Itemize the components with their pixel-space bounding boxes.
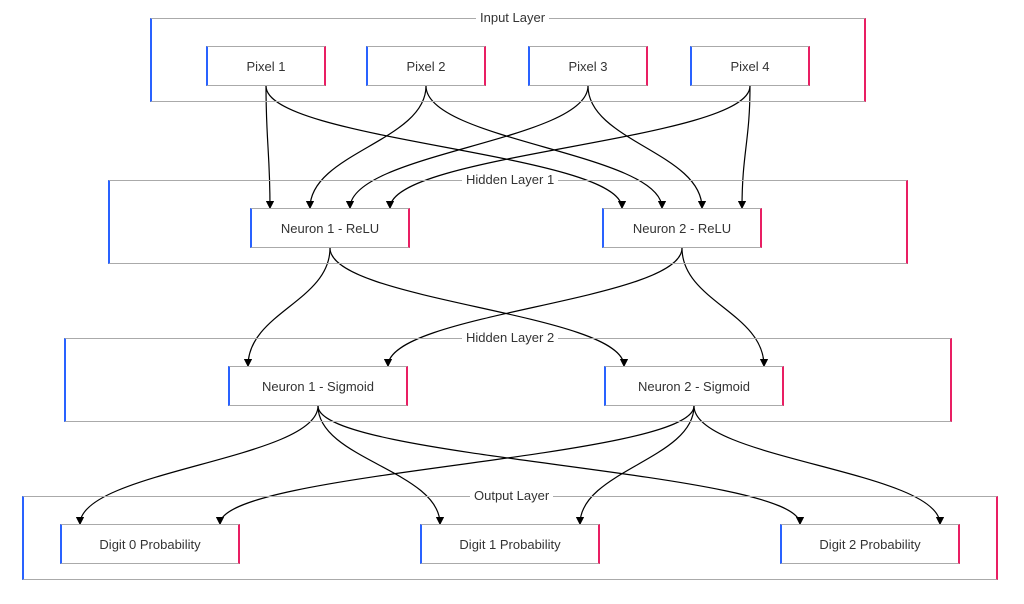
node-pixel-3: Pixel 3 bbox=[528, 46, 648, 86]
output-layer-title: Output Layer bbox=[470, 488, 553, 503]
node-h2-n2: Neuron 2 - Sigmoid bbox=[604, 366, 784, 406]
node-pixel-2: Pixel 2 bbox=[366, 46, 486, 86]
node-pixel-1: Pixel 1 bbox=[206, 46, 326, 86]
node-out-0: Digit 0 Probability bbox=[60, 524, 240, 564]
node-h1-n2: Neuron 2 - ReLU bbox=[602, 208, 762, 248]
hidden-layer-1-container bbox=[108, 180, 908, 264]
hidden-layer-2-title: Hidden Layer 2 bbox=[462, 330, 558, 345]
node-h2-n1: Neuron 1 - Sigmoid bbox=[228, 366, 408, 406]
input-layer-title: Input Layer bbox=[476, 10, 549, 25]
hidden-layer-1-title: Hidden Layer 1 bbox=[462, 172, 558, 187]
node-out-1: Digit 1 Probability bbox=[420, 524, 600, 564]
node-pixel-4: Pixel 4 bbox=[690, 46, 810, 86]
hidden-layer-2-container bbox=[64, 338, 952, 422]
node-h1-n1: Neuron 1 - ReLU bbox=[250, 208, 410, 248]
node-out-2: Digit 2 Probability bbox=[780, 524, 960, 564]
